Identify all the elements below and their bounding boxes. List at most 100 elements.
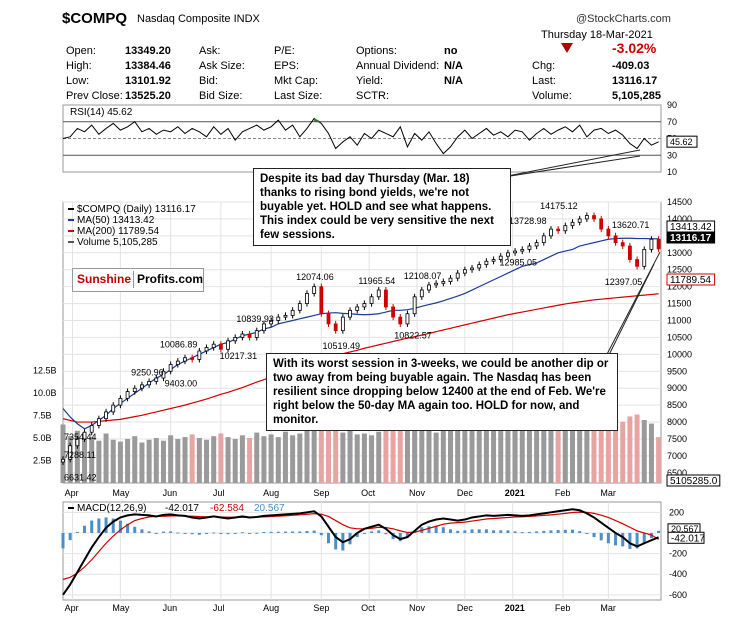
macd-histogram-bar [61, 532, 65, 549]
price-candle [75, 438, 80, 447]
price-panel: 6500 7000 7500 8000 8500 9000 9500 10000 10500 11… [33, 149, 721, 498]
volume-bar [483, 425, 489, 483]
volume-bar [254, 432, 260, 483]
price-candle [513, 250, 517, 254]
volume-bar [541, 422, 547, 483]
quote-label: Mkt Cap: [274, 75, 319, 87]
quote-value: -409.03 [612, 60, 650, 72]
volume-bar [656, 437, 662, 483]
rsi-last-box [666, 135, 698, 148]
price-data-label: 10519.49 [322, 341, 360, 351]
price-candle [68, 445, 73, 460]
quote-label: Options: [356, 45, 397, 57]
price-candle [305, 293, 309, 304]
price-candle [448, 277, 453, 282]
price-candle [247, 333, 252, 338]
price-candle [441, 281, 446, 284]
price-candle [340, 316, 345, 332]
macd-histogram-bar [484, 529, 488, 533]
macd-histogram-bar [147, 531, 151, 533]
macd-histogram-bar [190, 532, 194, 535]
macd-histogram-bar [370, 531, 374, 533]
volume-bar [627, 416, 633, 483]
volume-bar [96, 440, 102, 483]
volume-bar [60, 424, 66, 483]
macd-histogram-bar [449, 529, 453, 533]
volume-bar [469, 430, 475, 483]
macd-month-label: Jun [163, 603, 178, 613]
volume-bar [204, 439, 210, 483]
price-candle [154, 377, 159, 382]
price-data-label: 7288.11 [64, 450, 96, 460]
volume-tick-label: 12.5B [33, 366, 57, 376]
volume-bar [440, 429, 446, 483]
rsi-last-value: 45.62 [670, 137, 693, 147]
macd-legend-signal: -62.584 [210, 503, 244, 514]
quote-label: High: [66, 60, 92, 72]
price-candle [290, 309, 295, 316]
quote-label: Ask: [199, 45, 221, 57]
quote-value: no [444, 45, 458, 57]
volume-bar [333, 429, 339, 483]
volume-bar [577, 420, 583, 483]
volume-bar [641, 420, 647, 483]
quote-label: SCTR: [356, 90, 389, 102]
macd-last-value: -42.017 [671, 533, 705, 544]
volume-tick-label: 5.0B [33, 433, 52, 443]
macd-histogram-bar [291, 531, 295, 533]
macd-histogram-bar [169, 531, 173, 533]
macd-histogram-bar [549, 530, 553, 533]
price-legend: $COMPQ (Daily) 13116.17 [77, 204, 196, 215]
price-candle [190, 357, 195, 360]
macd-histogram-bar [635, 532, 639, 549]
price-candle [470, 267, 474, 271]
price-candle [140, 384, 144, 389]
price-data-label: 13728.98 [509, 216, 547, 226]
macd-last-box [667, 531, 705, 544]
volume-bar [153, 438, 159, 483]
macd-histogram-bar [327, 532, 331, 544]
volume-bar [318, 421, 324, 483]
volume-bar [110, 439, 116, 483]
volume-bar [168, 435, 174, 483]
macd-month-label: May [112, 603, 130, 613]
price-data-label: 12985.05 [499, 257, 537, 267]
macd-histogram-bar [111, 518, 115, 533]
macd-histogram-bar [592, 532, 596, 538]
price-data-label: 13620.71 [612, 220, 650, 230]
volume-bar [491, 421, 497, 483]
last-value-box [666, 231, 716, 244]
quote-value: 13525.20 [125, 90, 171, 102]
macd-histogram-bar [298, 531, 302, 533]
last-value-label: 13116.17 [670, 233, 712, 244]
volume-bar [211, 436, 217, 483]
ma50-legend: MA(50) 13413.42 [77, 215, 155, 226]
macd-histogram-bar [585, 532, 589, 534]
price-data-label: 11965.54 [358, 276, 395, 286]
quote-value: 13349.20 [125, 45, 171, 57]
price-tick-label: 8500 [667, 400, 687, 410]
month-label: 2021 [505, 488, 525, 498]
price-data-label: 9403.00 [165, 379, 198, 389]
volume-bar [275, 437, 281, 483]
price-tick-label: 14500 [667, 197, 692, 207]
macd-histogram-bar [240, 532, 244, 534]
price-candle [369, 296, 374, 304]
price-candle [233, 337, 238, 342]
price-data-label: 10217.31 [220, 351, 258, 361]
volume-bar [89, 437, 95, 483]
price-candle [649, 238, 654, 250]
macd-histogram-bar [398, 532, 402, 542]
volume-bar [139, 442, 145, 483]
volume-bar [476, 428, 482, 483]
price-tick-label: 7500 [667, 434, 687, 444]
macd-histogram-bar [90, 520, 94, 533]
price-tick-label: 7000 [667, 451, 687, 461]
quote-label: EPS: [274, 60, 300, 72]
price-tick-label: 6500 [667, 468, 687, 478]
macd-histogram-bar [621, 532, 625, 547]
macd-month-label: Dec [457, 603, 474, 613]
quote-label: Open: [66, 45, 96, 57]
volume-bar [261, 436, 267, 483]
pointer-line [496, 149, 641, 179]
